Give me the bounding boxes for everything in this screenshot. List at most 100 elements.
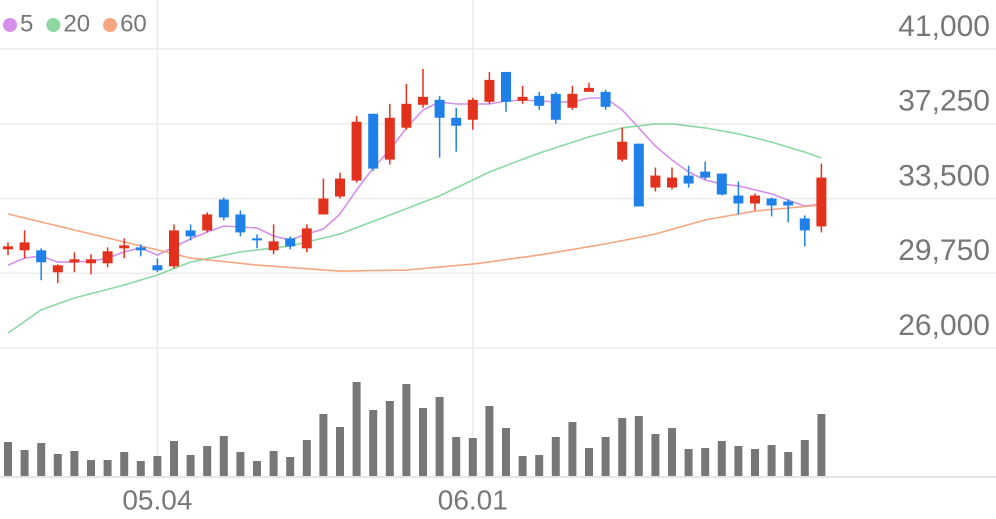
legend: 5 20 60 bbox=[3, 10, 147, 37]
volume-bar bbox=[4, 442, 12, 476]
volume-bar bbox=[20, 450, 29, 476]
volume-bar bbox=[87, 460, 95, 476]
candle bbox=[584, 82, 594, 92]
x-tick-label: 05.04 bbox=[122, 484, 192, 515]
candle-body bbox=[3, 246, 13, 250]
volume-bar bbox=[385, 401, 394, 476]
candle-body bbox=[218, 199, 229, 218]
candle-body bbox=[351, 121, 362, 181]
legend-label: 20 bbox=[63, 10, 90, 37]
candle-body bbox=[285, 238, 296, 247]
volume-bar bbox=[668, 428, 676, 476]
candle-body bbox=[318, 198, 329, 215]
ma-line bbox=[7, 123, 822, 334]
candle bbox=[3, 242, 13, 256]
candle bbox=[135, 244, 146, 257]
volume-bar bbox=[136, 461, 145, 476]
legend-marker bbox=[103, 18, 118, 32]
candle bbox=[69, 252, 80, 273]
candle-body bbox=[467, 99, 478, 120]
candle-body bbox=[152, 265, 163, 271]
candle-body bbox=[301, 228, 312, 249]
y-tick-label: 41,000 bbox=[898, 10, 990, 43]
y-tick-label: 33,500 bbox=[898, 159, 990, 192]
volume-bar bbox=[452, 437, 461, 476]
candle bbox=[418, 68, 428, 108]
volume-bar bbox=[369, 410, 378, 476]
candle bbox=[169, 224, 179, 269]
volume-bar bbox=[302, 440, 311, 476]
candle bbox=[667, 167, 677, 190]
volume-bar bbox=[236, 452, 245, 476]
candle bbox=[351, 115, 362, 183]
candle bbox=[716, 173, 727, 196]
candle bbox=[119, 238, 130, 259]
volume-bar bbox=[734, 446, 743, 476]
candle bbox=[766, 197, 777, 217]
candle bbox=[683, 165, 694, 188]
candle-body bbox=[235, 214, 246, 233]
volume-bar bbox=[186, 455, 195, 476]
candle-body bbox=[783, 201, 794, 206]
candle-body bbox=[384, 117, 395, 160]
candle-body bbox=[700, 171, 711, 178]
y-tick-label: 26,000 bbox=[898, 309, 990, 342]
candle bbox=[434, 95, 445, 158]
volume-bar bbox=[37, 443, 46, 476]
volume-bar bbox=[269, 451, 278, 476]
candle-body bbox=[52, 265, 63, 273]
candle-body bbox=[202, 214, 213, 231]
volume-bar bbox=[70, 451, 79, 476]
candle bbox=[252, 234, 262, 249]
candle-body bbox=[501, 71, 511, 102]
candle-body bbox=[617, 141, 628, 160]
candle bbox=[567, 85, 578, 110]
candle bbox=[86, 254, 96, 275]
candle bbox=[335, 172, 345, 199]
candle bbox=[550, 91, 561, 124]
candle-body bbox=[135, 247, 146, 251]
candle-body bbox=[534, 95, 545, 106]
candle bbox=[36, 248, 47, 281]
volume-bar bbox=[817, 414, 826, 476]
candle-body bbox=[633, 143, 644, 207]
candle-body bbox=[401, 103, 412, 128]
candle bbox=[501, 71, 511, 112]
volume-bar bbox=[153, 456, 162, 476]
candle-body bbox=[418, 96, 428, 105]
candle bbox=[185, 224, 196, 241]
candle bbox=[600, 89, 611, 110]
candle bbox=[517, 85, 528, 104]
volume-bar bbox=[468, 438, 477, 476]
volume-bar bbox=[618, 418, 627, 476]
candle bbox=[750, 193, 760, 211]
volume-bar bbox=[203, 446, 212, 476]
volume-bar bbox=[651, 434, 660, 476]
candle-body bbox=[683, 175, 694, 184]
volume-bar bbox=[751, 449, 759, 476]
candle-body bbox=[766, 198, 777, 206]
candle-body bbox=[650, 175, 661, 188]
legend-label: 60 bbox=[120, 10, 147, 37]
volume-bar bbox=[535, 455, 544, 476]
volume-bar bbox=[684, 449, 693, 476]
candle-body bbox=[19, 242, 30, 251]
candle bbox=[451, 107, 462, 152]
candle bbox=[783, 199, 794, 223]
candle-body bbox=[484, 79, 495, 102]
volume-bar bbox=[402, 384, 411, 476]
legend-marker bbox=[3, 18, 17, 32]
legend-marker bbox=[46, 18, 61, 32]
candle-body bbox=[799, 218, 810, 231]
candle bbox=[467, 97, 478, 130]
y-tick-label: 37,250 bbox=[898, 85, 990, 118]
candle-body bbox=[268, 241, 279, 251]
y-tick-label: 29,750 bbox=[898, 234, 990, 267]
volume-bar bbox=[800, 440, 809, 476]
candle bbox=[19, 230, 30, 259]
volume-bar bbox=[219, 436, 228, 476]
candle bbox=[617, 127, 628, 162]
candle bbox=[218, 197, 229, 221]
volume-bar bbox=[419, 408, 427, 476]
volume-bar bbox=[701, 448, 710, 476]
